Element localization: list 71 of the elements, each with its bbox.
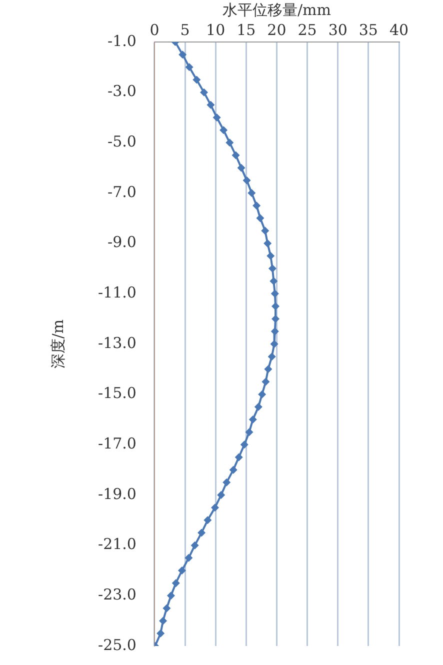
point (226, 138, 234, 147)
y-tick-label: -9.0 (108, 233, 136, 252)
x-tick-label: 40 (389, 20, 409, 39)
point (198, 528, 206, 537)
point (217, 491, 226, 499)
y-tick-label: -5.0 (108, 132, 136, 151)
point (248, 416, 257, 424)
point (254, 402, 262, 411)
y-tick-label: -1.0 (108, 32, 136, 50)
point (252, 202, 261, 210)
point (200, 88, 208, 96)
point (272, 314, 280, 323)
point (156, 629, 165, 638)
point (270, 327, 279, 336)
point (185, 63, 194, 72)
point (232, 151, 240, 160)
point (264, 239, 272, 248)
y-tick-label: -15.0 (98, 384, 136, 402)
point (264, 365, 272, 374)
x-tick-label: 30 (328, 20, 348, 39)
point (261, 226, 270, 235)
x-tick-label: 10 (206, 20, 226, 39)
point (222, 478, 231, 486)
point (206, 100, 215, 109)
point (162, 604, 171, 612)
point (184, 554, 193, 562)
point (268, 264, 276, 272)
point (178, 50, 187, 59)
point (212, 114, 221, 122)
point (256, 214, 264, 222)
point (270, 290, 279, 298)
point (229, 466, 238, 474)
point (172, 579, 180, 588)
y-tick-label: -23.0 (98, 586, 136, 604)
point (159, 616, 168, 625)
point (220, 126, 228, 134)
point (210, 504, 219, 512)
point (272, 302, 280, 310)
point (166, 592, 175, 600)
point (190, 541, 199, 550)
point (242, 176, 251, 184)
x-tick-label: 25 (298, 20, 317, 39)
x-tick-label: 35 (358, 20, 378, 39)
y-tick-label: -13.0 (98, 334, 136, 352)
y-tick-label: -3.0 (108, 82, 136, 100)
y-axis-title: 深度/m (48, 319, 67, 369)
point (248, 189, 256, 197)
point (266, 252, 275, 260)
point (234, 453, 243, 462)
point (192, 76, 201, 84)
point (237, 164, 246, 172)
x-axis-title: 水平位移量/mm (222, 0, 331, 19)
y-tick-label: -11.0 (98, 284, 136, 302)
point (270, 277, 278, 286)
y-tick-label: -7.0 (108, 182, 136, 201)
point (240, 440, 248, 449)
y-tick-label: -19.0 (98, 484, 136, 503)
x-tick-label: 0 (150, 20, 160, 39)
point (204, 516, 212, 524)
point (268, 352, 276, 361)
point (178, 566, 186, 574)
x-tick-label: 5 (180, 20, 190, 39)
point (245, 428, 254, 436)
y-tick-label: -25.0 (98, 636, 136, 654)
point (262, 378, 270, 386)
y-tick-label: -21.0 (98, 535, 136, 554)
y-tick-label: -17.0 (98, 434, 136, 453)
x-tick-label: 20 (267, 20, 286, 39)
point (270, 340, 278, 348)
x-tick-label: 15 (236, 20, 256, 39)
point (258, 390, 266, 398)
